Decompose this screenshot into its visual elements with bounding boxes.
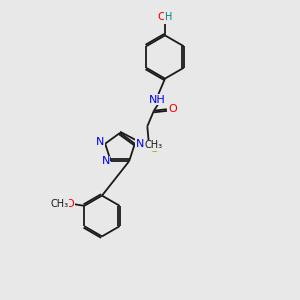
Text: O: O — [157, 12, 166, 22]
Text: S: S — [150, 142, 158, 155]
Text: CH₃: CH₃ — [145, 140, 163, 150]
Text: CH₃: CH₃ — [50, 199, 68, 209]
Text: H: H — [165, 12, 172, 22]
Text: N: N — [96, 137, 104, 147]
Text: NH: NH — [148, 94, 165, 105]
Text: N: N — [101, 156, 110, 166]
Text: O: O — [168, 104, 177, 114]
Text: O: O — [66, 199, 74, 209]
Text: N: N — [136, 139, 144, 149]
